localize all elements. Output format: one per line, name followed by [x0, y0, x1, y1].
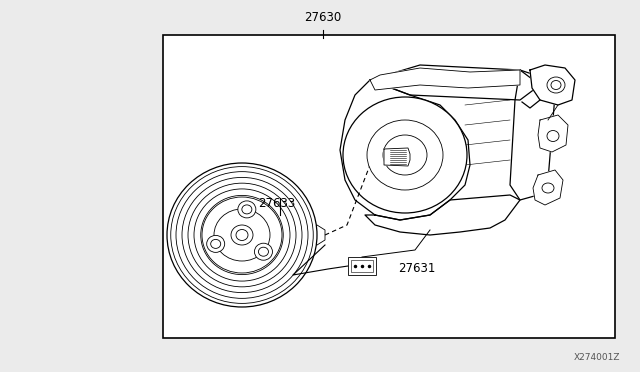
- Ellipse shape: [547, 77, 565, 93]
- Ellipse shape: [231, 225, 253, 245]
- Bar: [348, 257, 376, 275]
- Polygon shape: [538, 115, 568, 152]
- Ellipse shape: [202, 197, 282, 273]
- Polygon shape: [384, 148, 410, 166]
- Ellipse shape: [547, 131, 559, 141]
- Ellipse shape: [242, 205, 252, 214]
- Ellipse shape: [383, 135, 427, 175]
- Polygon shape: [340, 80, 470, 220]
- Ellipse shape: [167, 163, 317, 307]
- Ellipse shape: [367, 120, 443, 190]
- Text: 27631: 27631: [398, 262, 435, 275]
- Ellipse shape: [238, 201, 256, 218]
- Bar: [351, 260, 373, 272]
- Ellipse shape: [343, 97, 467, 213]
- Ellipse shape: [255, 243, 273, 260]
- Ellipse shape: [236, 230, 248, 241]
- Polygon shape: [530, 65, 575, 105]
- Polygon shape: [510, 70, 555, 200]
- Text: X274001Z: X274001Z: [573, 353, 620, 362]
- Text: 27630: 27630: [305, 11, 342, 24]
- Ellipse shape: [551, 80, 561, 90]
- Bar: [163, 35, 615, 338]
- Text: 27633: 27633: [258, 197, 295, 210]
- Polygon shape: [370, 65, 540, 100]
- Polygon shape: [370, 68, 520, 90]
- Polygon shape: [365, 195, 520, 235]
- Ellipse shape: [542, 183, 554, 193]
- Polygon shape: [533, 170, 563, 205]
- Ellipse shape: [214, 209, 270, 261]
- Ellipse shape: [259, 247, 268, 256]
- Ellipse shape: [207, 235, 225, 252]
- Ellipse shape: [211, 240, 221, 248]
